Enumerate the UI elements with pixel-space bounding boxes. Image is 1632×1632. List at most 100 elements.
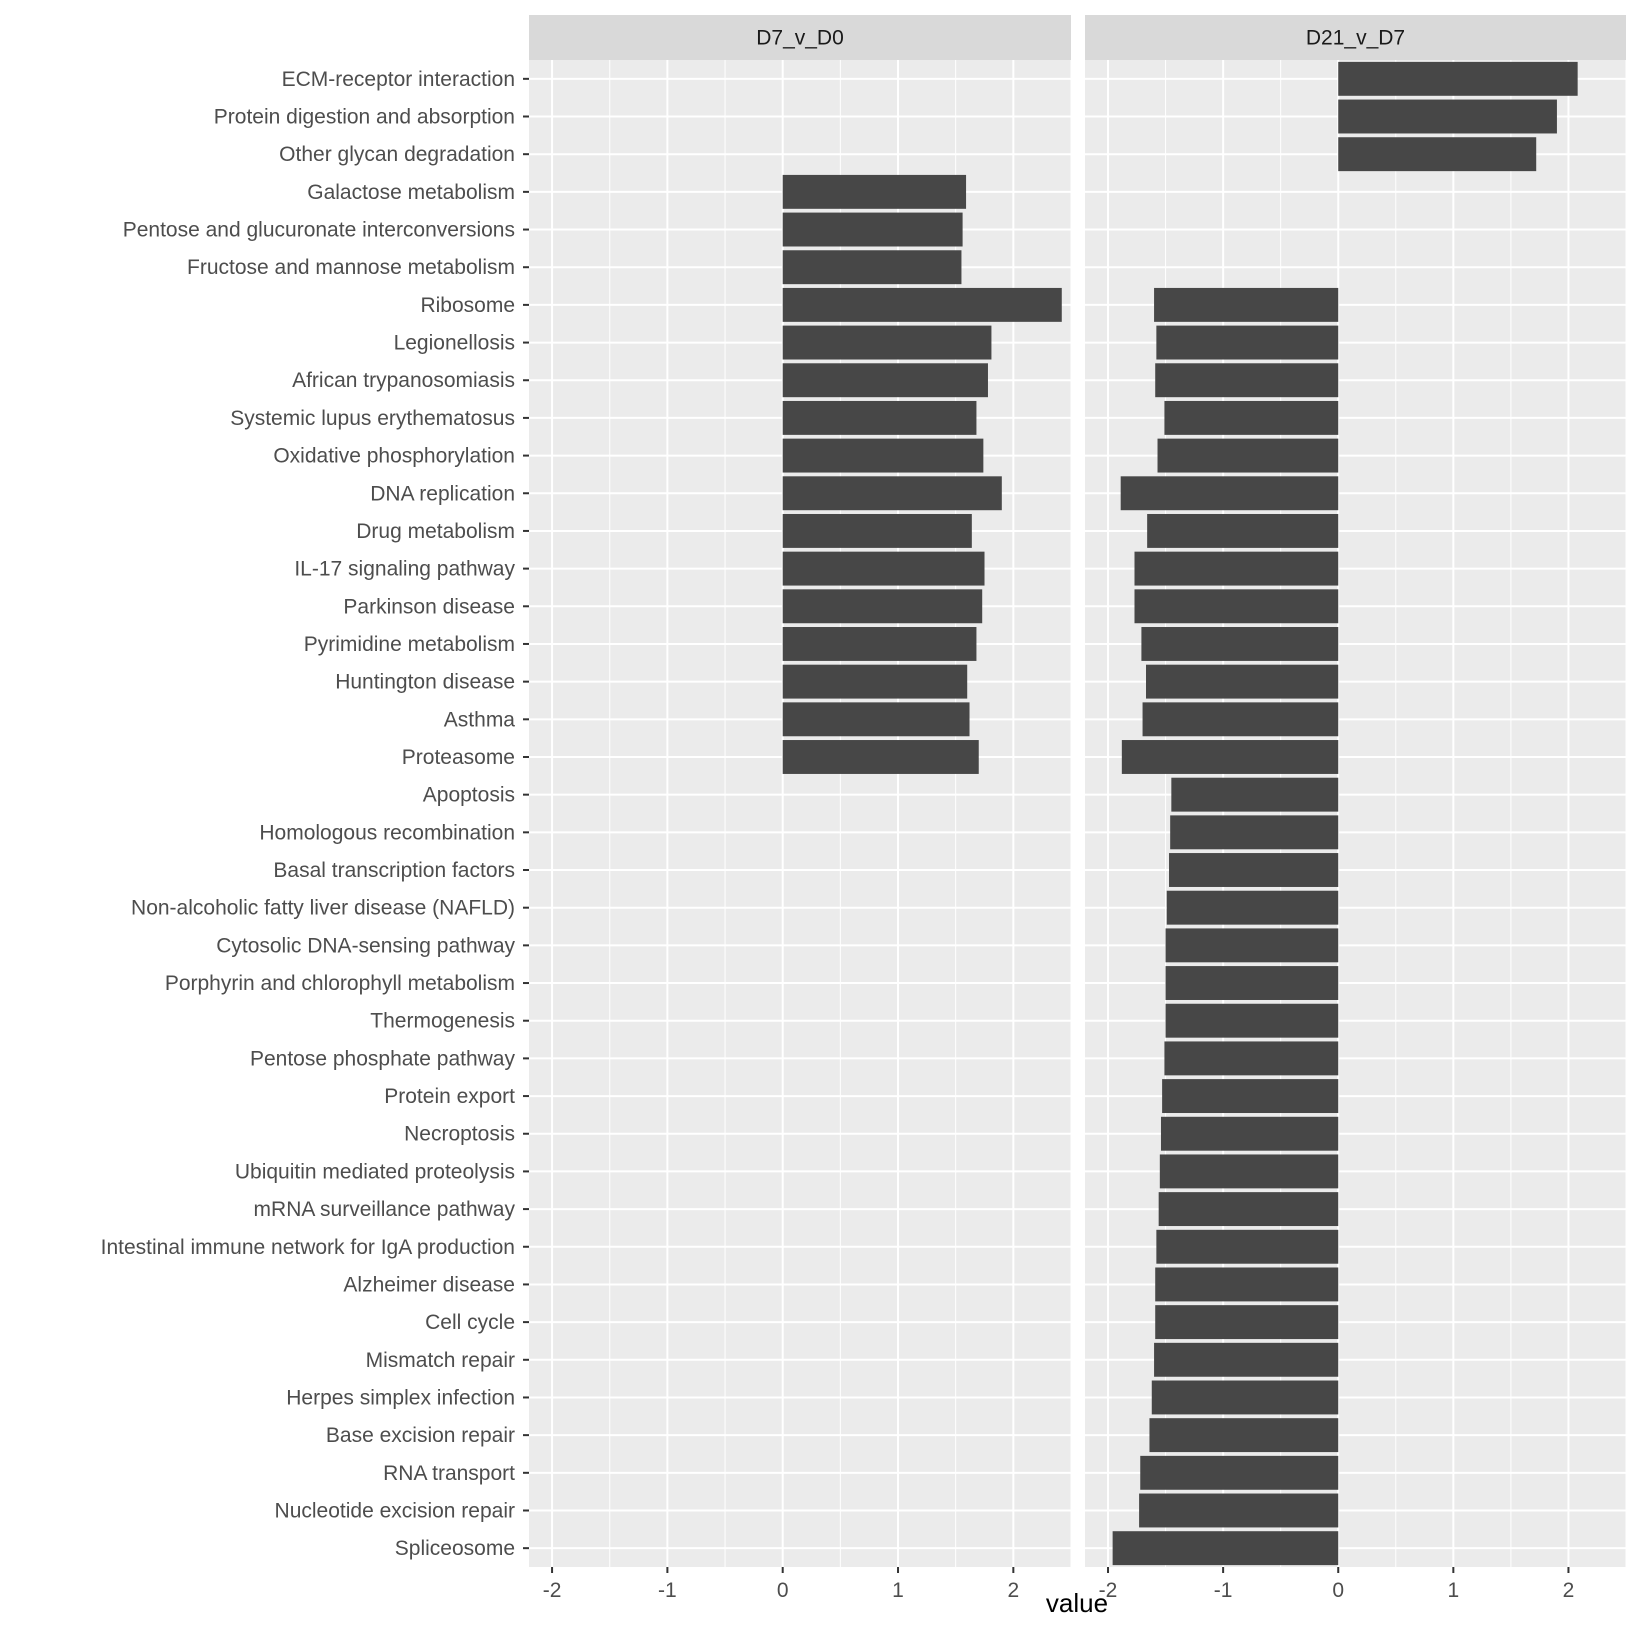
- bar-D21_v_D7-20: [1170, 815, 1339, 850]
- category-label: Thermogenesis: [370, 1010, 515, 1033]
- bar-D21_v_D7-36: [1149, 1418, 1339, 1453]
- category-label: Nucleotide excision repair: [275, 1499, 515, 1522]
- bar-D21_v_D7-6: [1154, 287, 1339, 322]
- bar-D21_v_D7-21: [1169, 853, 1339, 887]
- bar-D21_v_D7-32: [1155, 1267, 1339, 1302]
- bar-D21_v_D7-18: [1121, 740, 1339, 774]
- bar-D21_v_D7-13: [1134, 551, 1339, 586]
- bar-D21_v_D7-7: [1156, 325, 1339, 360]
- x-tick-label: 2: [1563, 1579, 1575, 1602]
- facet-strip: [529, 15, 1071, 60]
- category-label: Other glycan degradation: [279, 143, 515, 166]
- x-tick-label: -1: [1214, 1579, 1233, 1602]
- bar-D21_v_D7-8: [1155, 363, 1339, 398]
- x-tick-label: 0: [1332, 1579, 1344, 1602]
- bar-D7_v_D0-17: [782, 702, 970, 737]
- bar-D21_v_D7-24: [1165, 966, 1339, 1000]
- bar-D21_v_D7-23: [1165, 928, 1339, 963]
- category-label: Mismatch repair: [366, 1349, 515, 1372]
- bar-D21_v_D7-2: [1338, 137, 1537, 172]
- category-label: Pentose phosphate pathway: [250, 1047, 516, 1070]
- bar-D21_v_D7-28: [1160, 1116, 1339, 1151]
- category-label: ECM-receptor interaction: [282, 68, 515, 91]
- category-label: Ubiquitin mediated proteolysis: [235, 1160, 515, 1183]
- bar-D7_v_D0-3: [782, 174, 967, 209]
- category-label: Alzheimer disease: [343, 1273, 515, 1296]
- category-label: DNA replication: [370, 482, 515, 505]
- bar-D21_v_D7-29: [1159, 1154, 1339, 1189]
- category-label: Cell cycle: [425, 1311, 515, 1334]
- facet-strip: [1085, 15, 1626, 60]
- bar-D7_v_D0-14: [782, 589, 983, 624]
- facet-strip-label: D21_v_D7: [1306, 27, 1405, 50]
- category-label: Base excision repair: [326, 1424, 515, 1447]
- category-label: Ribosome: [420, 294, 515, 317]
- category-label: Proteasome: [402, 746, 515, 769]
- category-label: Drug metabolism: [356, 520, 515, 543]
- bar-D21_v_D7-34: [1154, 1342, 1339, 1377]
- category-label: Protein digestion and absorption: [214, 106, 515, 129]
- category-label: RNA transport: [383, 1462, 515, 1485]
- category-label: mRNA surveillance pathway: [254, 1198, 516, 1221]
- bar-D7_v_D0-11: [782, 476, 1002, 511]
- category-label: Galactose metabolism: [307, 181, 515, 204]
- category-label: Basal transcription factors: [273, 859, 515, 882]
- panel-background: [529, 60, 1071, 1567]
- category-label: Non-alcoholic fatty liver disease (NAFLD…: [131, 897, 515, 920]
- category-label: Apoptosis: [423, 784, 515, 807]
- bar-D7_v_D0-13: [782, 551, 985, 586]
- facet-panels: D7_v_D0 -2 -1 0 1 2 D21_v_D7 -2 -1 0 1 2: [529, 15, 1627, 1602]
- category-label: Herpes simplex infection: [286, 1386, 515, 1409]
- category-label: Intestinal immune network for IgA produc…: [101, 1236, 515, 1259]
- bar-D21_v_D7-12: [1147, 513, 1339, 548]
- bar-D7_v_D0-7: [782, 325, 992, 360]
- bar-D7_v_D0-6: [782, 287, 1062, 322]
- bar-D21_v_D7-39: [1112, 1531, 1339, 1566]
- bar-D21_v_D7-22: [1166, 890, 1339, 925]
- bar-D21_v_D7-33: [1155, 1305, 1339, 1340]
- bar-D7_v_D0-4: [782, 212, 963, 247]
- x-tick-label: 1: [1447, 1579, 1459, 1602]
- category-label: IL-17 signaling pathway: [294, 558, 515, 581]
- category-label: Pentose and glucuronate interconversions: [123, 219, 515, 242]
- bar-D21_v_D7-0: [1338, 61, 1578, 96]
- bar-D21_v_D7-10: [1157, 438, 1339, 473]
- bar-D21_v_D7-37: [1140, 1455, 1339, 1490]
- bar-D21_v_D7-16: [1146, 664, 1339, 699]
- bar-D21_v_D7-1: [1338, 99, 1557, 134]
- bar-D21_v_D7-11: [1120, 476, 1339, 511]
- category-labels: ECM-receptor interaction Protein digestio…: [101, 68, 529, 1560]
- bar-D7_v_D0-12: [782, 513, 972, 548]
- facet-panel-D21_v_D7: D21_v_D7 -2 -1 0 1 2: [1085, 15, 1627, 1602]
- bar-D21_v_D7-26: [1164, 1041, 1339, 1076]
- x-tick-label: 1: [892, 1579, 904, 1602]
- x-tick-label: 0: [777, 1579, 789, 1602]
- bar-D7_v_D0-16: [782, 664, 968, 699]
- category-label: Legionellosis: [394, 332, 515, 355]
- category-label: Asthma: [444, 708, 516, 731]
- bar-D7_v_D0-8: [782, 363, 988, 398]
- bar-D21_v_D7-30: [1158, 1192, 1339, 1227]
- category-label: Protein export: [384, 1085, 515, 1108]
- bar-D21_v_D7-25: [1165, 1003, 1339, 1038]
- bar-D7_v_D0-10: [782, 438, 984, 473]
- category-label: Cytosolic DNA-sensing pathway: [216, 934, 515, 957]
- category-label: Homologous recombination: [259, 821, 515, 844]
- category-label: Porphyrin and chlorophyll metabolism: [165, 972, 515, 995]
- category-label: Huntington disease: [335, 671, 515, 694]
- bar-D21_v_D7-38: [1139, 1493, 1339, 1528]
- bar-D7_v_D0-15: [782, 627, 977, 661]
- bar-D21_v_D7-9: [1164, 400, 1339, 435]
- category-label: Fructose and mannose metabolism: [187, 256, 515, 279]
- category-label: Necroptosis: [404, 1123, 515, 1146]
- bar-D21_v_D7-15: [1141, 627, 1339, 661]
- x-axis-title: value: [1046, 1588, 1108, 1618]
- bar-D21_v_D7-19: [1171, 777, 1339, 812]
- bar-D21_v_D7-31: [1156, 1229, 1339, 1264]
- bar-D7_v_D0-5: [782, 250, 962, 285]
- bar-D7_v_D0-18: [782, 740, 979, 774]
- facet-panel-D7_v_D0: D7_v_D0 -2 -1 0 1 2: [529, 15, 1072, 1602]
- category-label: Parkinson disease: [343, 595, 515, 618]
- facet-strip-label: D7_v_D0: [756, 27, 844, 50]
